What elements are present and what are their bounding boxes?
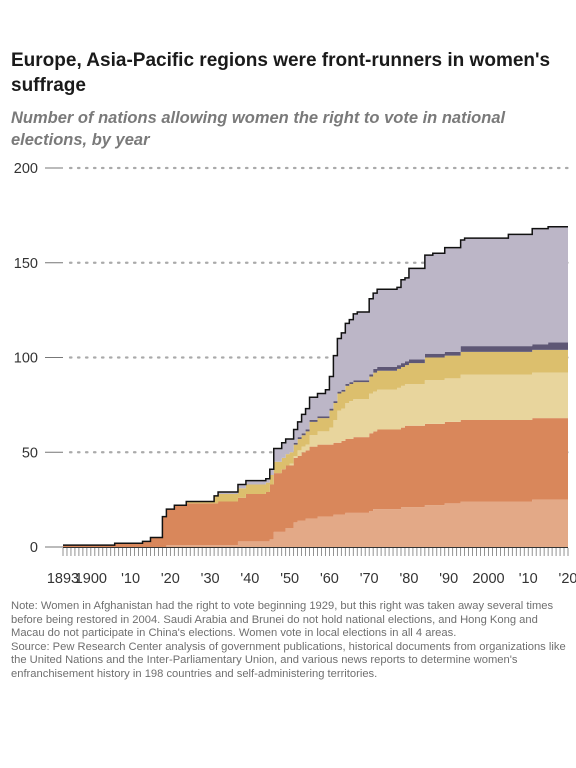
x-tick-label-1960: '60 (320, 571, 339, 587)
x-tick-label-1950: '50 (280, 571, 299, 587)
y-tick-label-50: 50 (22, 445, 38, 461)
area-band-6 (63, 226, 568, 546)
x-tick-label-1910: '10 (121, 571, 140, 587)
chart-source: Source: Pew Research Center analysis of … (11, 640, 566, 680)
x-axis (62, 547, 569, 556)
x-tick-label-1920: '20 (161, 571, 180, 587)
x-tick-label-1980: '80 (399, 571, 418, 587)
chart-title: Europe, Asia-Pacific regions were front-… (11, 50, 551, 96)
chart-notes: Note: Women in Afghanistan had the right… (11, 600, 566, 682)
x-tick-label-1893: 1893 (47, 571, 79, 587)
x-tick-label-2010: '10 (519, 571, 538, 587)
y-tick-label-0: 0 (30, 540, 38, 556)
stacked-areas (63, 226, 568, 547)
y-axis-labels: 0 50 100 150 200 (14, 161, 38, 556)
area-band-1 (63, 499, 568, 547)
x-tick-label-1970: '70 (360, 571, 379, 587)
area-band-3 (63, 372, 568, 546)
x-tick-label-2000: 2000 (472, 571, 504, 587)
chart-note: Note: Women in Afghanistan had the right… (11, 600, 554, 640)
x-tick-label-2020: '20 (559, 571, 576, 587)
x-tick-label-1930: '30 (201, 571, 220, 587)
y-tick-label-150: 150 (14, 256, 38, 272)
area-band-2 (63, 418, 568, 547)
area-band-4 (63, 349, 568, 546)
x-tick-label-1900: 1900 (75, 571, 107, 587)
y-tick-label-200: 200 (14, 161, 38, 177)
y-tick-label-100: 100 (14, 351, 38, 367)
total-outline (63, 225, 568, 546)
x-tick-label-1990: '90 (439, 571, 458, 587)
total-line (63, 225, 568, 546)
x-tick-label-1940: '40 (240, 571, 259, 587)
chart-subtitle: Number of nations allowing women the rig… (11, 109, 506, 149)
